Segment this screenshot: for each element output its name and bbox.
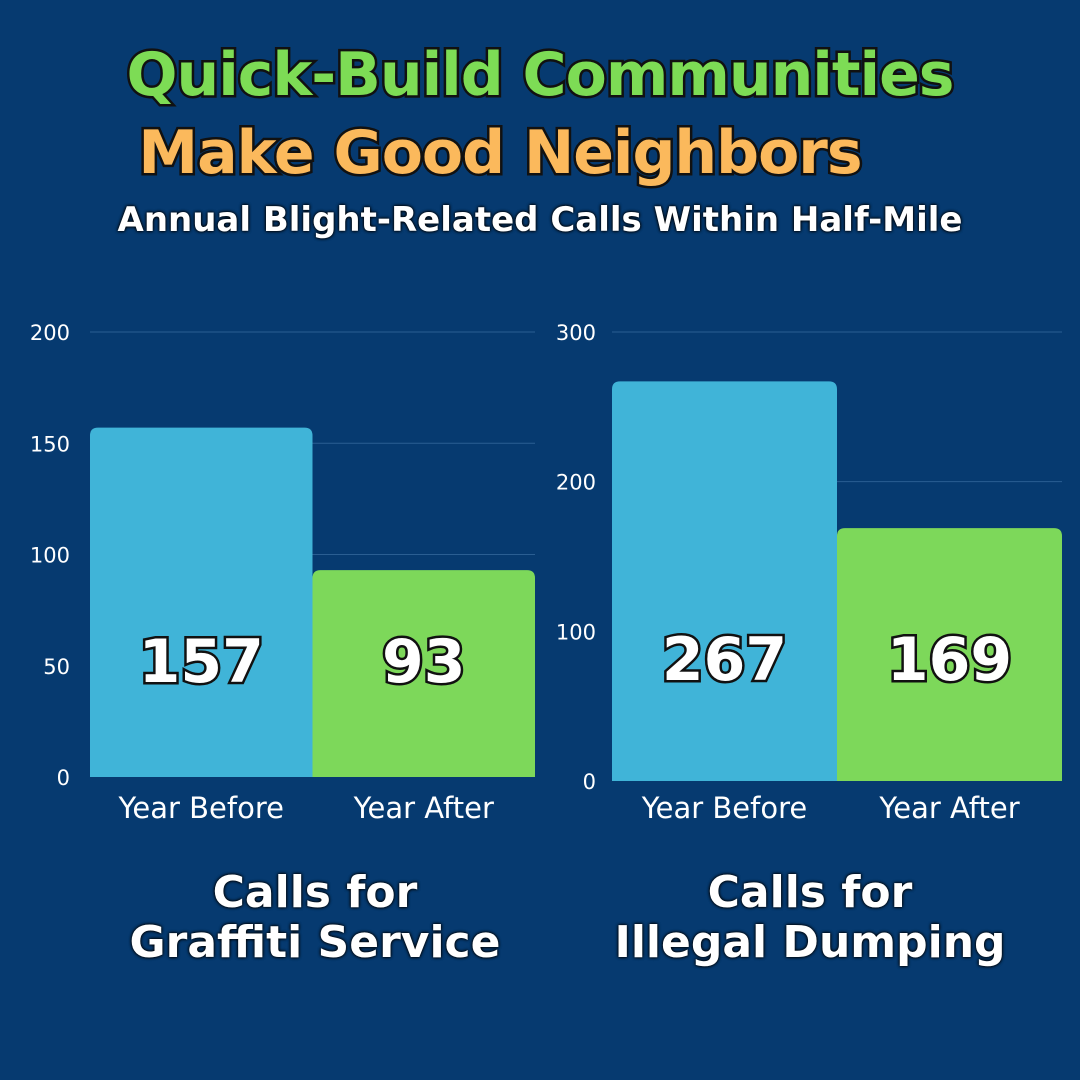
chart-1-caption-line-1: Calls for [212, 867, 418, 918]
chart-1-y-tick-label: 50 [43, 655, 70, 679]
chart-1-y-tick-label: 0 [57, 766, 70, 790]
chart-1-data-label-1: 157 [139, 627, 264, 697]
chart-1-category-label-1: Year Before [118, 791, 284, 825]
chart-2-y-tick-label: 0 [583, 770, 596, 794]
chart-2-bar-2 [837, 528, 1062, 781]
chart-2-caption: Calls for Illegal Dumping [580, 868, 1040, 968]
title-line-1: Quick-Build Communities [124, 38, 957, 113]
chart-2-y-tick-label: 100 [556, 620, 596, 644]
chart-1-category-label-2: Year After [353, 791, 494, 825]
chart-2-y-tick-label: 300 [556, 321, 596, 345]
chart-2-caption-line-1: Calls for [707, 867, 913, 918]
chart-1-y-tick-label: 150 [30, 432, 70, 456]
chart-2-y-tick-label: 200 [556, 471, 596, 495]
chart-1-bar-2 [312, 570, 535, 777]
chart-2-category-label-1: Year Before [641, 791, 807, 825]
chart-1-caption-line-2: Graffiti Service [129, 917, 501, 968]
chart-2-data-label-1: 267 [662, 625, 787, 695]
subtitle: Annual Blight-Related Calls Within Half-… [117, 200, 963, 240]
chart-1-y-tick-label: 200 [30, 321, 70, 345]
chart-1-y-tick-label: 100 [30, 544, 70, 568]
title-line-2: Make Good Neighbors [136, 116, 865, 191]
chart-2-caption-line-2: Illegal Dumping [614, 917, 1006, 968]
chart-2-data-label-2: 169 [887, 625, 1012, 695]
chart-1-bar-1 [90, 427, 313, 777]
chart-1-caption: Calls for Graffiti Service [90, 868, 540, 968]
chart-2-bar-1 [612, 381, 837, 781]
chart-2-category-label-2: Year After [878, 791, 1019, 825]
chart-1-data-label-2: 93 [382, 627, 466, 697]
